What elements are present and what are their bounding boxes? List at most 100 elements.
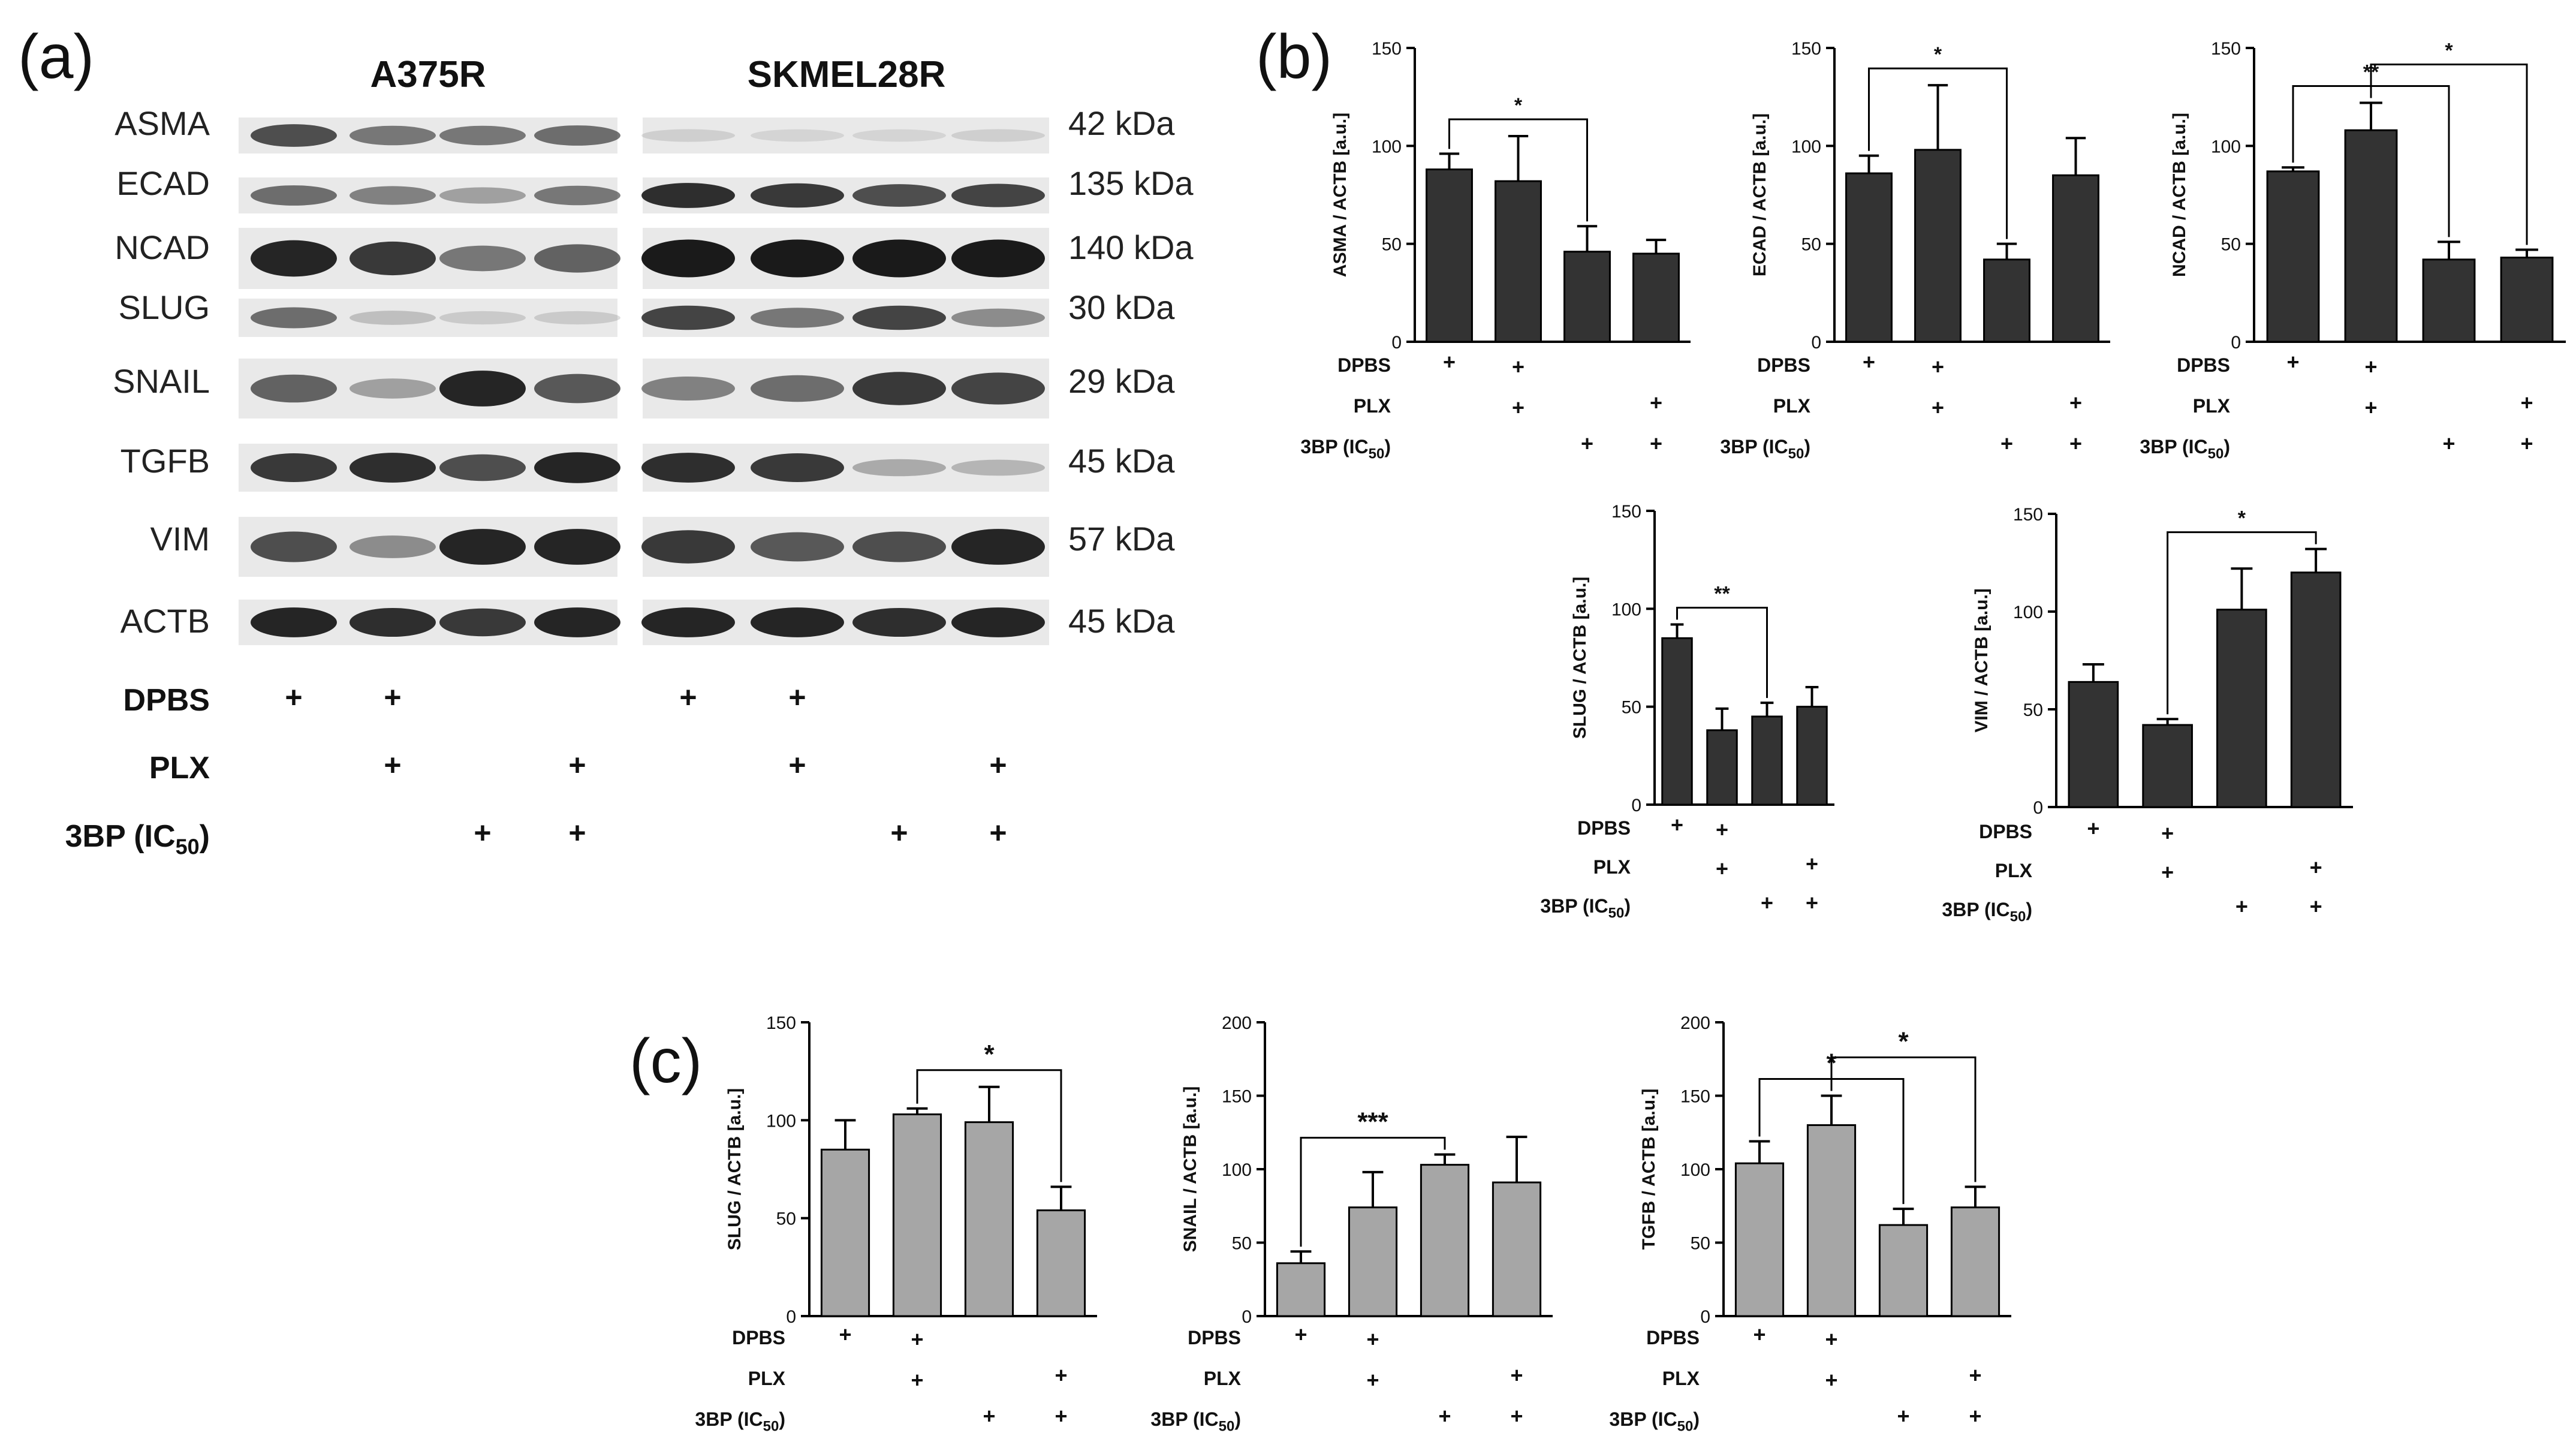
blot-band (439, 125, 526, 146)
y-tick-label: 50 (1622, 698, 1641, 718)
blot-band (534, 185, 620, 206)
blot-band (439, 371, 526, 407)
bar (964, 1121, 1014, 1317)
plus-marker: + (1054, 1404, 1067, 1428)
bp-label-suffix: ) (1624, 895, 1631, 917)
blot-band (439, 454, 526, 481)
treatment-label-plx: PLX (1593, 856, 1631, 878)
treatment-label-bp: 3BP (IC50) (1609, 1408, 1700, 1434)
blot-band (350, 125, 436, 146)
plus-marker: + (2069, 431, 2082, 456)
blot-band (852, 129, 946, 142)
plus-marker: + (2069, 390, 2082, 415)
y-tick-label: 0 (1242, 1307, 1252, 1327)
y-tick-label: 100 (1372, 137, 1402, 156)
plus-marker: + (890, 816, 908, 850)
blot-band (439, 245, 526, 272)
blot-band (751, 607, 844, 637)
plus-marker: + (2520, 390, 2533, 415)
kda-label: 140 kDa (1068, 228, 1194, 266)
plus-marker: + (384, 681, 401, 714)
y-tick-label: 150 (1611, 502, 1641, 522)
blot-band (534, 607, 620, 637)
blot-band (751, 183, 844, 208)
plus-marker: + (1443, 350, 1456, 374)
blot-band (251, 531, 337, 562)
plus-marker: + (989, 748, 1007, 782)
protein-label: SNAIL (113, 362, 210, 400)
kda-label: 45 kDa (1068, 442, 1175, 480)
blot-band (751, 308, 844, 328)
bar (2344, 129, 2398, 343)
bar (1734, 1162, 1785, 1317)
plus-marker: + (1806, 851, 1818, 876)
blot-band (350, 453, 436, 483)
plus-marker: + (1825, 1327, 1837, 1351)
panel-label-a: (a) (18, 22, 94, 92)
treatment-label-bp: 3BP (IC50) (1300, 436, 1391, 462)
y-tick-label: 0 (1700, 1307, 1710, 1327)
bp-label-prefix: 3BP (IC (1720, 436, 1788, 457)
blot-band (251, 185, 337, 206)
bp-label-subscript: 50 (2208, 445, 2224, 462)
cell-line-title-skmel28r: SKMEL28R (748, 54, 946, 95)
bar (1796, 706, 1828, 806)
bp-label-suffix: ) (200, 819, 210, 854)
kda-label: 30 kDa (1068, 288, 1175, 326)
treatment-label-dpbs: DPBS (1757, 354, 1810, 376)
blot-band (534, 244, 620, 273)
bp-label-prefix: 3BP (IC (1300, 436, 1368, 457)
protein-label: SLUG (119, 288, 210, 326)
blot-band (439, 187, 526, 204)
bp-label-subscript: 50 (2010, 908, 2026, 925)
plus-marker: + (989, 816, 1007, 850)
blot-band (852, 607, 946, 637)
bp-label-subscript: 50 (1677, 1418, 1694, 1434)
significance-label: * (1898, 1027, 1909, 1056)
treatment-label-bp: 3BP (IC50) (2140, 436, 2230, 462)
y-axis-label: ASMA / ACTB [a.u.] (1330, 113, 1350, 277)
y-axis-label: VIM / ACTB [a.u.] (1972, 588, 1991, 733)
blot-band (251, 453, 337, 482)
plus-marker: + (1761, 890, 1773, 915)
plus-marker: + (2364, 395, 2377, 420)
y-tick-label: 200 (1680, 1013, 1710, 1033)
bar (1983, 258, 2030, 343)
protein-label: ACTB (120, 602, 210, 640)
y-tick-label: 150 (2013, 505, 2043, 525)
bar (1632, 252, 1680, 343)
bar (2142, 724, 2193, 808)
y-tick-label: 50 (1691, 1234, 1710, 1254)
significance-label: * (2445, 39, 2453, 62)
plus-marker: + (2442, 431, 2455, 456)
significance-bracket (2167, 531, 2317, 715)
blot-band (852, 239, 946, 278)
blot-band (251, 307, 337, 329)
plus-marker: + (679, 681, 697, 714)
significance-bracket (1300, 1137, 1446, 1247)
blot-band (641, 530, 735, 564)
significance-bracket (1868, 67, 2008, 239)
bp-label-subscript: 50 (1788, 445, 1804, 462)
blot-band (751, 375, 844, 402)
plus-marker: + (2087, 816, 2099, 841)
blot-band (951, 607, 1045, 637)
y-tick-label: 100 (1611, 600, 1641, 619)
blot-band (641, 305, 735, 330)
blot-band (852, 372, 946, 405)
y-axis-label: SNAIL / ACTB [a.u.] (1180, 1086, 1200, 1253)
bp-label-subscript: 50 (176, 835, 200, 859)
bp-label-suffix: ) (1234, 1408, 1241, 1430)
y-axis-label: TGFB / ACTB [a.u.] (1639, 1089, 1659, 1250)
bar (1845, 172, 1893, 343)
blot-band (641, 607, 735, 637)
significance-bracket (1448, 118, 1588, 222)
treatment-label-dpbs: DPBS (1979, 821, 2032, 842)
plus-marker: + (2000, 431, 2013, 456)
blot-band (350, 186, 436, 205)
plus-marker: + (474, 816, 491, 850)
blot-band (350, 535, 436, 558)
plus-marker: + (1366, 1368, 1379, 1392)
blot-band (751, 532, 844, 562)
